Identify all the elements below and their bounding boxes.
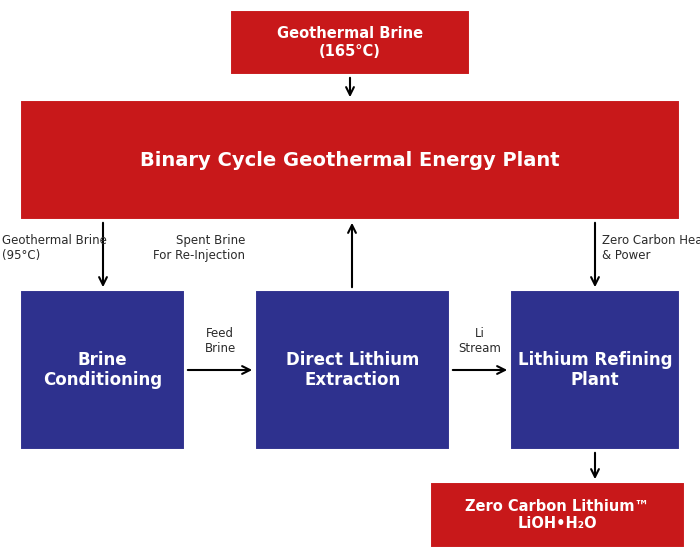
Text: Brine
Conditioning: Brine Conditioning [43,351,162,389]
Text: Feed
Brine: Feed Brine [204,327,236,355]
Text: Binary Cycle Geothermal Energy Plant: Binary Cycle Geothermal Energy Plant [140,151,560,170]
Text: Li
Stream: Li Stream [458,327,501,355]
Text: Zero Carbon Lithium™
LiOH•H₂O: Zero Carbon Lithium™ LiOH•H₂O [466,499,650,531]
FancyBboxPatch shape [255,290,450,450]
Text: Geothermal Brine
(165°C): Geothermal Brine (165°C) [277,26,423,59]
Text: Lithium Refining
Plant: Lithium Refining Plant [518,351,672,389]
FancyBboxPatch shape [20,100,680,220]
FancyBboxPatch shape [510,290,680,450]
FancyBboxPatch shape [20,290,185,450]
FancyBboxPatch shape [430,482,685,548]
Text: Spent Brine
For Re-Injection: Spent Brine For Re-Injection [153,234,245,262]
FancyBboxPatch shape [230,10,470,75]
Text: Direct Lithium
Extraction: Direct Lithium Extraction [286,351,419,389]
Text: Zero Carbon Heat
& Power: Zero Carbon Heat & Power [602,234,700,262]
Text: Geothermal Brine
(95°C): Geothermal Brine (95°C) [2,234,107,262]
